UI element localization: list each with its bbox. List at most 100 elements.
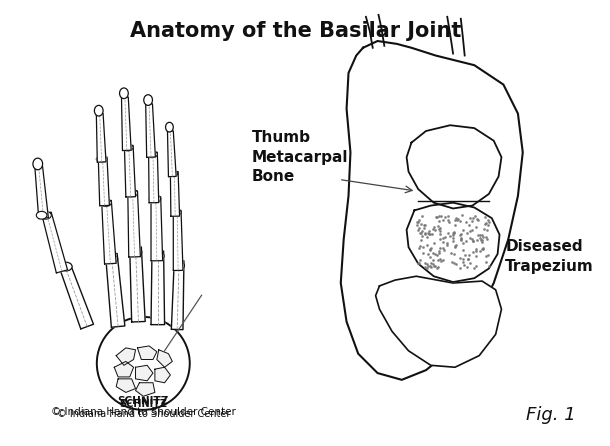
Point (426, 244, 436, 251)
Point (455, 264, 465, 272)
Point (422, 264, 432, 271)
Point (464, 252, 473, 259)
Point (451, 241, 461, 248)
Point (412, 219, 422, 226)
Ellipse shape (123, 144, 133, 151)
Point (418, 224, 428, 231)
Point (427, 231, 437, 238)
Point (472, 237, 481, 244)
Polygon shape (127, 191, 140, 257)
Point (456, 254, 465, 261)
Ellipse shape (129, 248, 142, 256)
Point (433, 256, 443, 263)
Polygon shape (116, 348, 135, 365)
Ellipse shape (33, 158, 43, 170)
Ellipse shape (99, 199, 112, 206)
Text: SCHNITZ: SCHNITZ (120, 399, 167, 409)
Point (429, 263, 439, 270)
Polygon shape (135, 383, 155, 396)
Point (473, 215, 483, 223)
Polygon shape (168, 131, 176, 177)
Point (450, 244, 459, 251)
Point (442, 241, 452, 248)
Point (448, 229, 458, 236)
Point (451, 260, 461, 267)
Point (440, 214, 450, 221)
Polygon shape (146, 104, 156, 157)
Polygon shape (130, 247, 145, 322)
Point (458, 247, 468, 254)
Point (420, 222, 429, 229)
Point (483, 216, 493, 223)
Polygon shape (116, 379, 135, 392)
Point (428, 249, 438, 256)
Polygon shape (60, 267, 93, 329)
Point (462, 230, 472, 237)
Point (448, 238, 458, 245)
Ellipse shape (37, 211, 47, 219)
Point (413, 260, 423, 267)
Point (423, 263, 433, 270)
Point (468, 214, 478, 221)
Point (483, 226, 492, 233)
Point (425, 247, 435, 254)
Polygon shape (173, 211, 183, 271)
Point (442, 240, 451, 247)
Ellipse shape (120, 88, 128, 99)
Polygon shape (106, 253, 125, 327)
Point (436, 227, 445, 234)
Point (448, 259, 458, 266)
Polygon shape (121, 97, 131, 151)
Point (461, 238, 471, 245)
Polygon shape (98, 157, 109, 206)
Point (438, 245, 448, 252)
Point (468, 237, 478, 244)
Point (443, 230, 453, 237)
Text: © Indiana Hand to Shoulder Center: © Indiana Hand to Shoulder Center (51, 407, 235, 417)
Point (463, 256, 473, 263)
Ellipse shape (165, 122, 173, 132)
Text: SCHNITZ: SCHNITZ (118, 396, 169, 406)
Point (422, 242, 432, 249)
Point (420, 229, 430, 236)
Point (477, 245, 487, 252)
Point (459, 227, 468, 234)
Ellipse shape (96, 156, 107, 162)
Ellipse shape (126, 189, 137, 197)
Point (448, 234, 458, 241)
Point (425, 262, 435, 269)
Point (425, 231, 435, 238)
Point (473, 231, 483, 239)
Point (420, 221, 430, 228)
Point (414, 225, 424, 232)
Point (425, 246, 435, 253)
Point (415, 256, 425, 263)
Ellipse shape (171, 209, 181, 216)
Text: © Indiana Hand to Shoulder Center: © Indiana Hand to Shoulder Center (57, 409, 230, 418)
Point (471, 262, 481, 269)
Point (456, 235, 466, 242)
Ellipse shape (149, 195, 160, 202)
Point (448, 232, 458, 239)
Point (456, 235, 466, 242)
Point (445, 232, 455, 239)
Point (478, 236, 487, 243)
Point (456, 217, 465, 224)
Ellipse shape (169, 171, 178, 177)
Point (452, 216, 462, 223)
Polygon shape (151, 251, 165, 325)
Point (465, 215, 475, 222)
Point (471, 245, 481, 252)
Point (453, 215, 462, 223)
Point (469, 264, 479, 272)
Point (472, 248, 481, 255)
Point (461, 219, 471, 226)
Point (450, 229, 459, 236)
Point (476, 236, 486, 244)
Ellipse shape (95, 105, 103, 116)
Ellipse shape (174, 262, 184, 269)
Point (414, 227, 423, 234)
Polygon shape (42, 212, 68, 273)
Point (455, 231, 465, 238)
Point (426, 260, 436, 267)
